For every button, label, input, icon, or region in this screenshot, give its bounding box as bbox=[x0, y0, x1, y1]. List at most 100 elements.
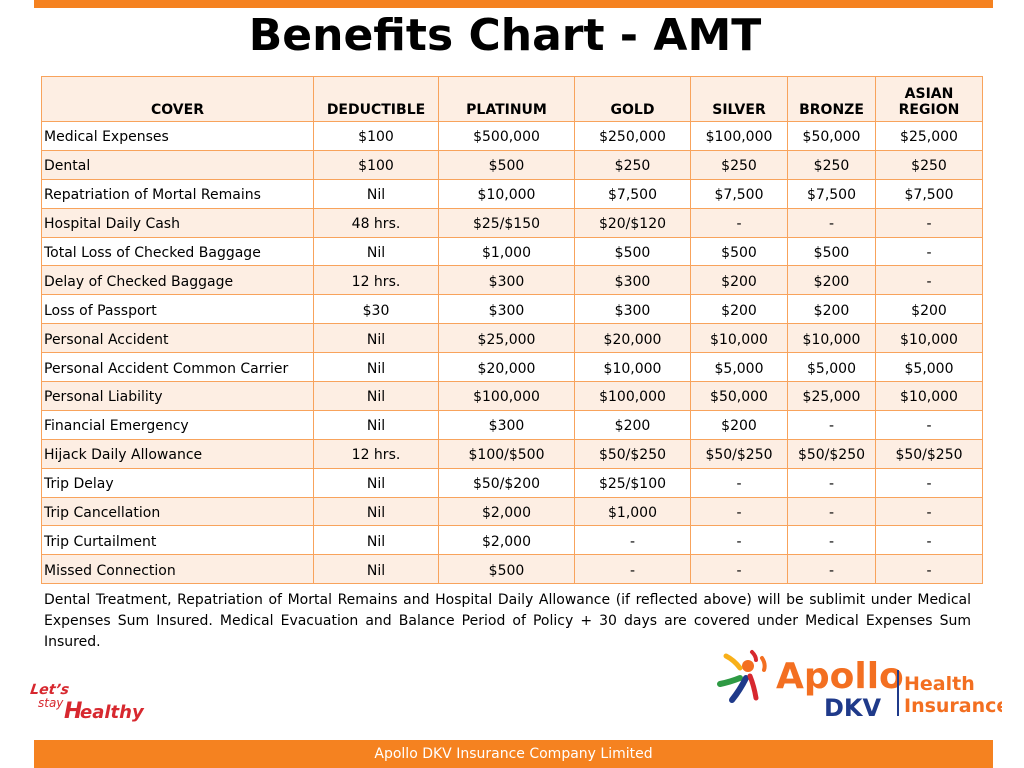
value-cell: $500 bbox=[438, 554, 575, 585]
table-row: Trip Delay Nil $50/$200 $25/$100- - - bbox=[41, 467, 983, 498]
value-cell: $100 bbox=[313, 149, 439, 180]
table-row: Hijack Daily Allowance 12 hrs. $100/$500 $5… bbox=[41, 438, 983, 469]
cover-cell: Medical Expenses bbox=[41, 121, 314, 151]
value-cell: $50/$200 bbox=[438, 467, 575, 498]
value-cell: 48 hrs. bbox=[313, 207, 439, 238]
value-cell: $500,000 bbox=[438, 121, 575, 151]
value-cell: $25,000 bbox=[875, 121, 983, 151]
apollo-dkv-logo: Apollo DKV Health Insurance bbox=[717, 650, 1002, 720]
cover-cell: Dental bbox=[41, 149, 314, 180]
value-cell: $10,000 bbox=[875, 381, 983, 411]
header-cover: COVER bbox=[41, 76, 314, 122]
svg-text:Apollo: Apollo bbox=[776, 656, 904, 697]
value-cell: Nil bbox=[313, 525, 439, 556]
value-cell: - bbox=[690, 496, 788, 527]
value-cell: $10,000 bbox=[438, 178, 575, 209]
value-cell: - bbox=[875, 236, 983, 267]
page-title: Benefits Chart - AMT bbox=[248, 10, 762, 61]
value-cell: $100,000 bbox=[574, 381, 691, 411]
cover-cell: Delay of Checked Baggage bbox=[41, 265, 314, 296]
value-cell: $5,000 bbox=[875, 352, 983, 383]
cover-cell: Hospital Daily Cash bbox=[41, 207, 314, 238]
value-cell: $10,000 bbox=[574, 352, 691, 383]
table-row: Personal Liability Nil $100,000 $100,000 $50… bbox=[41, 381, 983, 411]
value-cell: 12 hrs. bbox=[313, 265, 439, 296]
value-cell: Nil bbox=[313, 554, 439, 585]
table-row: Dental $100 $500 $250 $250 $250 $250 bbox=[41, 149, 983, 180]
value-cell: $7,500 bbox=[875, 178, 983, 209]
cover-cell: Personal Liability bbox=[41, 381, 314, 411]
cover-cell: Financial Emergency bbox=[41, 409, 314, 440]
value-cell: $200 bbox=[787, 265, 876, 296]
value-cell: $500 bbox=[438, 149, 575, 180]
table-row: Delay of Checked Baggage 12 hrs. $300 $300 $… bbox=[41, 265, 983, 296]
table-row: Total Loss of Checked Baggage Nil $1,000 $5… bbox=[41, 236, 983, 267]
cover-cell: Loss of Passport bbox=[41, 294, 314, 325]
value-cell: $200 bbox=[690, 409, 788, 440]
value-cell: $100/$500 bbox=[438, 438, 575, 469]
header-platinum: PLATINUM bbox=[438, 76, 575, 122]
value-cell: - bbox=[787, 496, 876, 527]
value-cell: $20,000 bbox=[438, 352, 575, 383]
value-cell: Nil bbox=[313, 381, 439, 411]
svg-text:DKV: DKV bbox=[824, 694, 882, 720]
value-cell: $2,000 bbox=[438, 496, 575, 527]
value-cell: Nil bbox=[313, 236, 439, 267]
apollo-sun-icon bbox=[717, 650, 767, 703]
value-cell: - bbox=[875, 467, 983, 498]
top-accent-bar bbox=[34, 0, 993, 8]
value-cell: $250 bbox=[787, 149, 876, 180]
value-cell: $25,000 bbox=[787, 381, 876, 411]
table-row: Trip Curtailment Nil $2,000- - - - bbox=[41, 525, 983, 556]
value-cell: $100,000 bbox=[438, 381, 575, 411]
cover-cell: Missed Connection bbox=[41, 554, 314, 585]
value-cell: - bbox=[574, 525, 691, 556]
header-silver: SILVER bbox=[690, 76, 788, 122]
table-row: Personal Accident Nil $25,000 $20,000 $10,00… bbox=[41, 323, 983, 354]
value-cell: $200 bbox=[690, 294, 788, 325]
value-cell: $50/$250 bbox=[690, 438, 788, 469]
value-cell: 12 hrs. bbox=[313, 438, 439, 469]
value-cell: - bbox=[875, 525, 983, 556]
cover-cell: Trip Curtailment bbox=[41, 525, 314, 556]
value-cell: $500 bbox=[787, 236, 876, 267]
header-bronze: BRONZE bbox=[787, 76, 876, 122]
value-cell: $1,000 bbox=[574, 496, 691, 527]
value-cell: Nil bbox=[313, 323, 439, 354]
value-cell: $5,000 bbox=[787, 352, 876, 383]
value-cell: $300 bbox=[438, 409, 575, 440]
value-cell: - bbox=[875, 409, 983, 440]
value-cell: - bbox=[690, 467, 788, 498]
value-cell: $250 bbox=[875, 149, 983, 180]
benefits-table: COVER DEDUCTIBLE PLATINUM GOLD SILVER BR… bbox=[41, 76, 983, 585]
table-row: Loss of Passport $30 $300 $300 $200 $200 $200 bbox=[41, 294, 983, 325]
value-cell: Nil bbox=[313, 496, 439, 527]
value-cell: $50/$250 bbox=[574, 438, 691, 469]
table-row: Missed Connection Nil $500- - - - bbox=[41, 554, 983, 585]
table-body: Medical Expenses $100 $500,000 $250,000 $100… bbox=[41, 121, 983, 585]
value-cell: - bbox=[787, 207, 876, 238]
value-cell: - bbox=[875, 265, 983, 296]
value-cell: $300 bbox=[574, 265, 691, 296]
value-cell: - bbox=[574, 554, 691, 585]
value-cell: - bbox=[875, 554, 983, 585]
cover-cell: Trip Delay bbox=[41, 467, 314, 498]
value-cell: $10,000 bbox=[875, 323, 983, 354]
value-cell: $250,000 bbox=[574, 121, 691, 151]
value-cell: $250 bbox=[574, 149, 691, 180]
table-row: Hospital Daily Cash 48 hrs. $25/$150 $20/$1… bbox=[41, 207, 983, 238]
value-cell: $25/$150 bbox=[438, 207, 575, 238]
value-cell: - bbox=[690, 207, 788, 238]
svg-text:ealthy: ealthy bbox=[80, 702, 145, 723]
value-cell: - bbox=[787, 467, 876, 498]
value-cell: $7,500 bbox=[787, 178, 876, 209]
value-cell: - bbox=[690, 525, 788, 556]
value-cell: $50,000 bbox=[690, 381, 788, 411]
value-cell: $200 bbox=[690, 265, 788, 296]
table-row: Trip Cancellation Nil $2,000 $1,000- - - bbox=[41, 496, 983, 527]
value-cell: $25/$100 bbox=[574, 467, 691, 498]
value-cell: $200 bbox=[574, 409, 691, 440]
value-cell: $50,000 bbox=[787, 121, 876, 151]
value-cell: - bbox=[875, 207, 983, 238]
cover-cell: Trip Cancellation bbox=[41, 496, 314, 527]
